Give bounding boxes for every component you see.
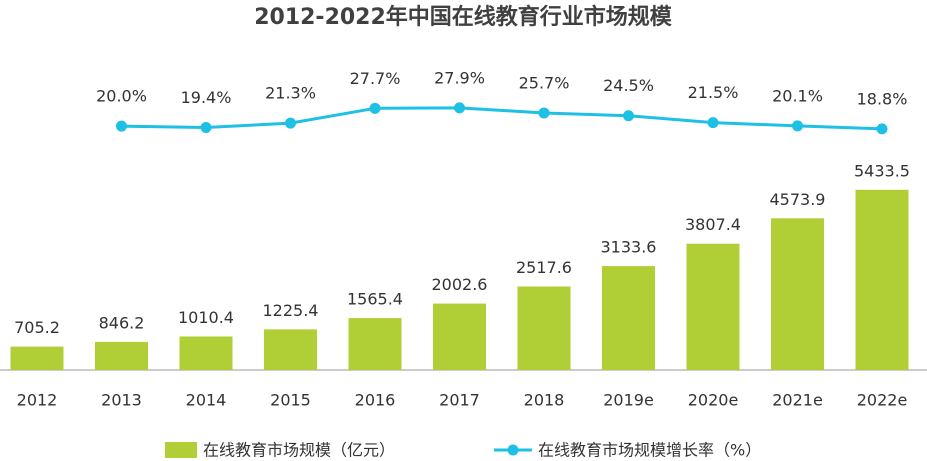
bar [517,286,571,370]
x-tick-label: 2020e [688,391,739,410]
chart-title: 2012-2022年中国在线教育行业市场规模 [254,4,673,30]
line-point [285,117,296,129]
bar-label: 3133.6 [601,238,657,257]
line-point [707,117,719,129]
line-label: 25.7% [519,73,570,92]
line-point [200,122,212,134]
line [121,106,883,131]
line-label: 18.8% [857,89,908,108]
x-tick-label: 2016 [355,391,396,410]
bar [855,189,909,370]
line-point [538,107,550,119]
bar-label: 1225.4 [263,301,319,320]
line-label: 21.5% [688,83,739,102]
bar [686,243,740,370]
x-tick-label: 2022e [857,391,908,410]
bar [95,341,148,370]
line-point [623,110,634,122]
line-point [116,120,127,132]
bar-label: 1010.4 [178,308,234,327]
x-tick-label: 2018 [524,391,565,410]
line-label: 20.0% [96,87,147,106]
bar-label: 1565.4 [347,290,403,309]
bar [348,318,402,370]
x-tick-label: 2015 [270,391,311,410]
bar [771,218,824,370]
legend-label: 在线教育市场规模增长率（%） [538,441,761,460]
line-label: 20.1% [772,86,823,105]
bar [433,303,486,370]
line-point [369,102,381,114]
line-label: 27.7% [350,69,401,88]
x-tick-label: 2014 [186,391,227,410]
x-tick-label: 2012 [17,391,58,410]
bar [602,266,655,370]
line-label: 27.9% [434,68,485,87]
x-tick-label: 2021e [772,391,823,410]
bar-label: 4573.9 [770,190,826,209]
legend-swatch [165,442,197,458]
line-point [876,123,888,135]
line-label: 24.5% [603,76,654,95]
x-tick-label: 2013 [101,391,142,410]
line-point [454,102,465,114]
bar [179,336,233,370]
x-tick-label: 2017 [439,391,480,410]
legend-label: 在线教育市场规模（亿元） [203,441,395,460]
line-label: 21.3% [265,84,316,103]
legend-swatch [507,444,519,456]
x-tick-label: 2019e [603,391,654,410]
bar-label: 3807.4 [685,215,741,234]
bar [10,346,64,370]
line-label: 19.4% [181,88,232,107]
bar-label: 5433.5 [854,161,910,180]
bar-label: 2002.6 [432,275,488,294]
bar [264,329,317,370]
line-point [792,120,803,132]
bar-label: 2517.6 [516,258,572,277]
bar-label: 846.2 [99,313,145,332]
bar-label: 705.2 [14,318,60,337]
